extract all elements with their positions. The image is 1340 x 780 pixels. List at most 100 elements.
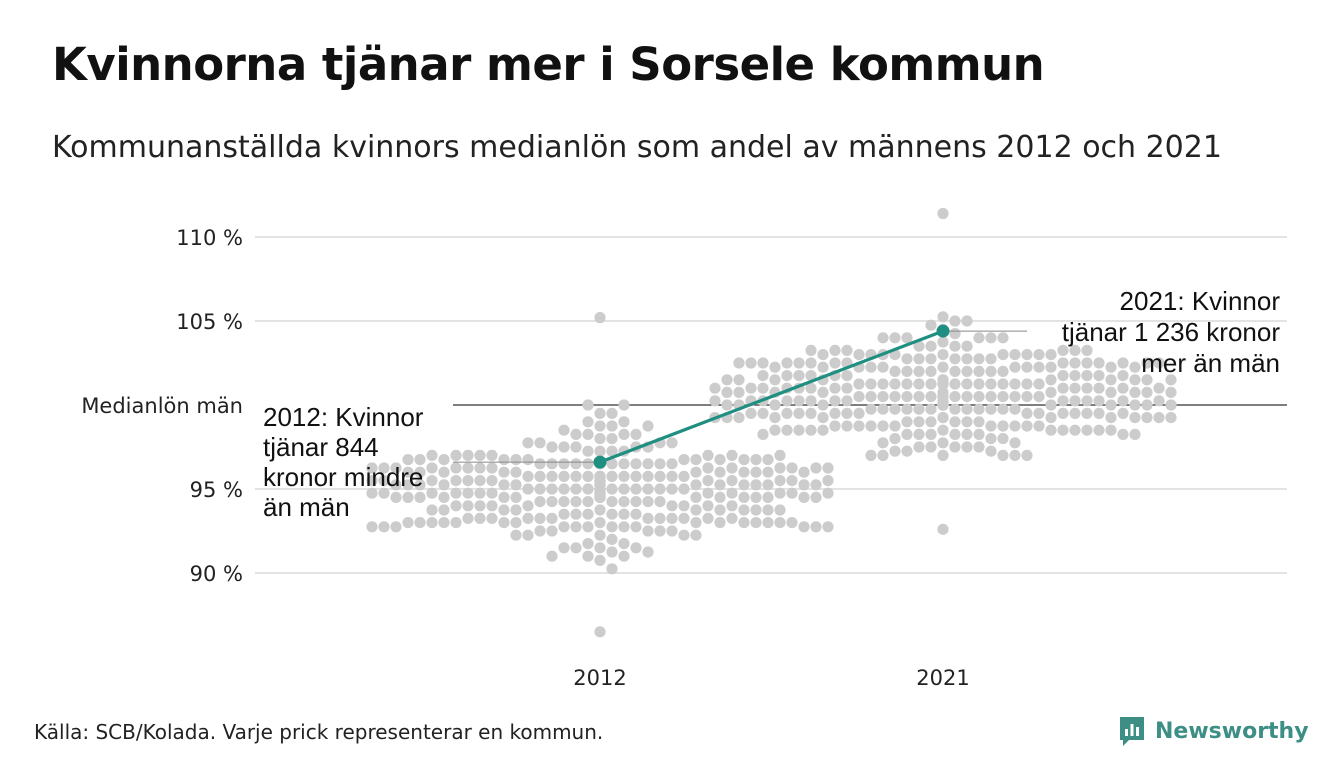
municipality-dot [805,407,817,419]
municipality-dot [582,445,594,457]
municipality-dot [690,491,702,503]
municipality-dot [853,349,865,361]
municipality-dot [642,458,654,470]
municipality-dot [721,386,733,398]
municipality-dot [714,454,726,466]
municipality-dot [1153,395,1165,407]
municipality-dot [786,475,798,487]
municipality-dot [1057,382,1069,394]
municipality-dot [558,542,570,554]
municipality-dot [889,365,901,377]
municipality-dot [630,428,642,440]
municipality-dot [913,403,925,415]
municipality-dot [510,491,522,503]
municipality-dot [594,542,606,554]
municipality-dot [618,470,630,482]
municipality-dot [913,428,925,440]
municipality-dot [817,349,829,361]
municipality-dot [829,357,841,369]
municipality-dot [949,416,961,428]
municipality-dot [462,512,474,525]
municipality-dot [618,521,630,533]
municipality-dot [558,496,570,508]
municipality-dot [997,403,1009,415]
municipality-dot [714,479,726,491]
municipality-dot [949,428,961,440]
municipality-dot [1057,370,1069,382]
municipality-dot [522,529,534,541]
municipality-dot [961,391,973,403]
municipality-dot [822,475,834,487]
municipality-dot [1093,395,1105,407]
municipality-dot [1081,382,1093,394]
municipality-dot [366,475,378,487]
municipality-dot [805,357,817,369]
municipality-dot [853,407,865,419]
municipality-dot [1105,399,1117,411]
municipality-dot [1129,399,1141,411]
municipality-dot [841,395,853,407]
municipality-dot [582,416,594,428]
municipality-dot [606,420,618,432]
municipality-dot [546,550,558,562]
municipality-dot [366,487,378,499]
municipality-dot [1081,395,1093,407]
municipality-dot [949,378,961,390]
annotation-2012: 2012: Kvinnor tjänar 844 kronor mindre än m… [263,402,424,522]
municipality-dot [1033,361,1045,373]
municipality-dot [949,315,961,327]
municipality-dot [781,407,793,419]
municipality-dot [798,521,810,533]
municipality-dot [774,462,786,474]
municipality-dot [793,407,805,419]
municipality-dot [486,500,498,512]
annotation-line: tjänar 1 236 kronor [1062,317,1281,347]
municipality-dot [546,512,558,525]
municipality-dot [1069,395,1081,407]
municipality-dot [817,412,829,424]
municipality-dot [666,525,678,537]
annotation-line: mer än män [1141,348,1280,378]
municipality-dot [841,407,853,419]
municipality-dot [997,365,1009,377]
y-tick-label: 95 % [190,478,243,502]
municipality-dot [1141,357,1153,369]
municipality-dot [1141,412,1153,424]
municipality-dot [901,403,913,415]
municipality-dot [474,487,486,499]
municipality-dot [486,475,498,487]
municipality-dot [738,479,750,491]
municipality-dot [853,420,865,432]
municipality-dot [1153,412,1165,424]
municipality-dot [654,496,666,508]
municipality-dot [865,420,877,432]
municipality-dot [805,395,817,407]
municipality-dot [606,470,618,482]
municipality-dot [973,353,985,365]
municipality-dot [522,483,534,495]
municipality-dot [738,466,750,478]
municipality-dot [937,437,949,449]
municipality-dot [1117,370,1129,382]
municipality-dot [925,340,937,352]
municipality-dot [426,504,438,516]
municipality-dot [522,454,534,466]
annotation-line: 2021: Kvinnor [1120,286,1281,316]
municipality-dot [1117,407,1129,419]
municipality-dot [733,357,745,369]
municipality-dot [582,521,594,533]
municipality-dot [606,546,618,558]
municipality-dot [486,512,498,525]
municipality-dot [402,454,414,466]
municipality-dot [1021,449,1033,461]
municipality-dot [390,491,402,503]
municipality-dot [486,462,498,474]
municipality-dot [877,403,889,415]
municipality-dot [498,491,510,503]
municipality-dot [901,332,913,344]
municipality-dot [774,487,786,499]
municipality-dot [937,424,949,436]
municipality-dot [594,626,606,638]
municipality-dot [961,365,973,377]
municipality-dot [913,416,925,428]
